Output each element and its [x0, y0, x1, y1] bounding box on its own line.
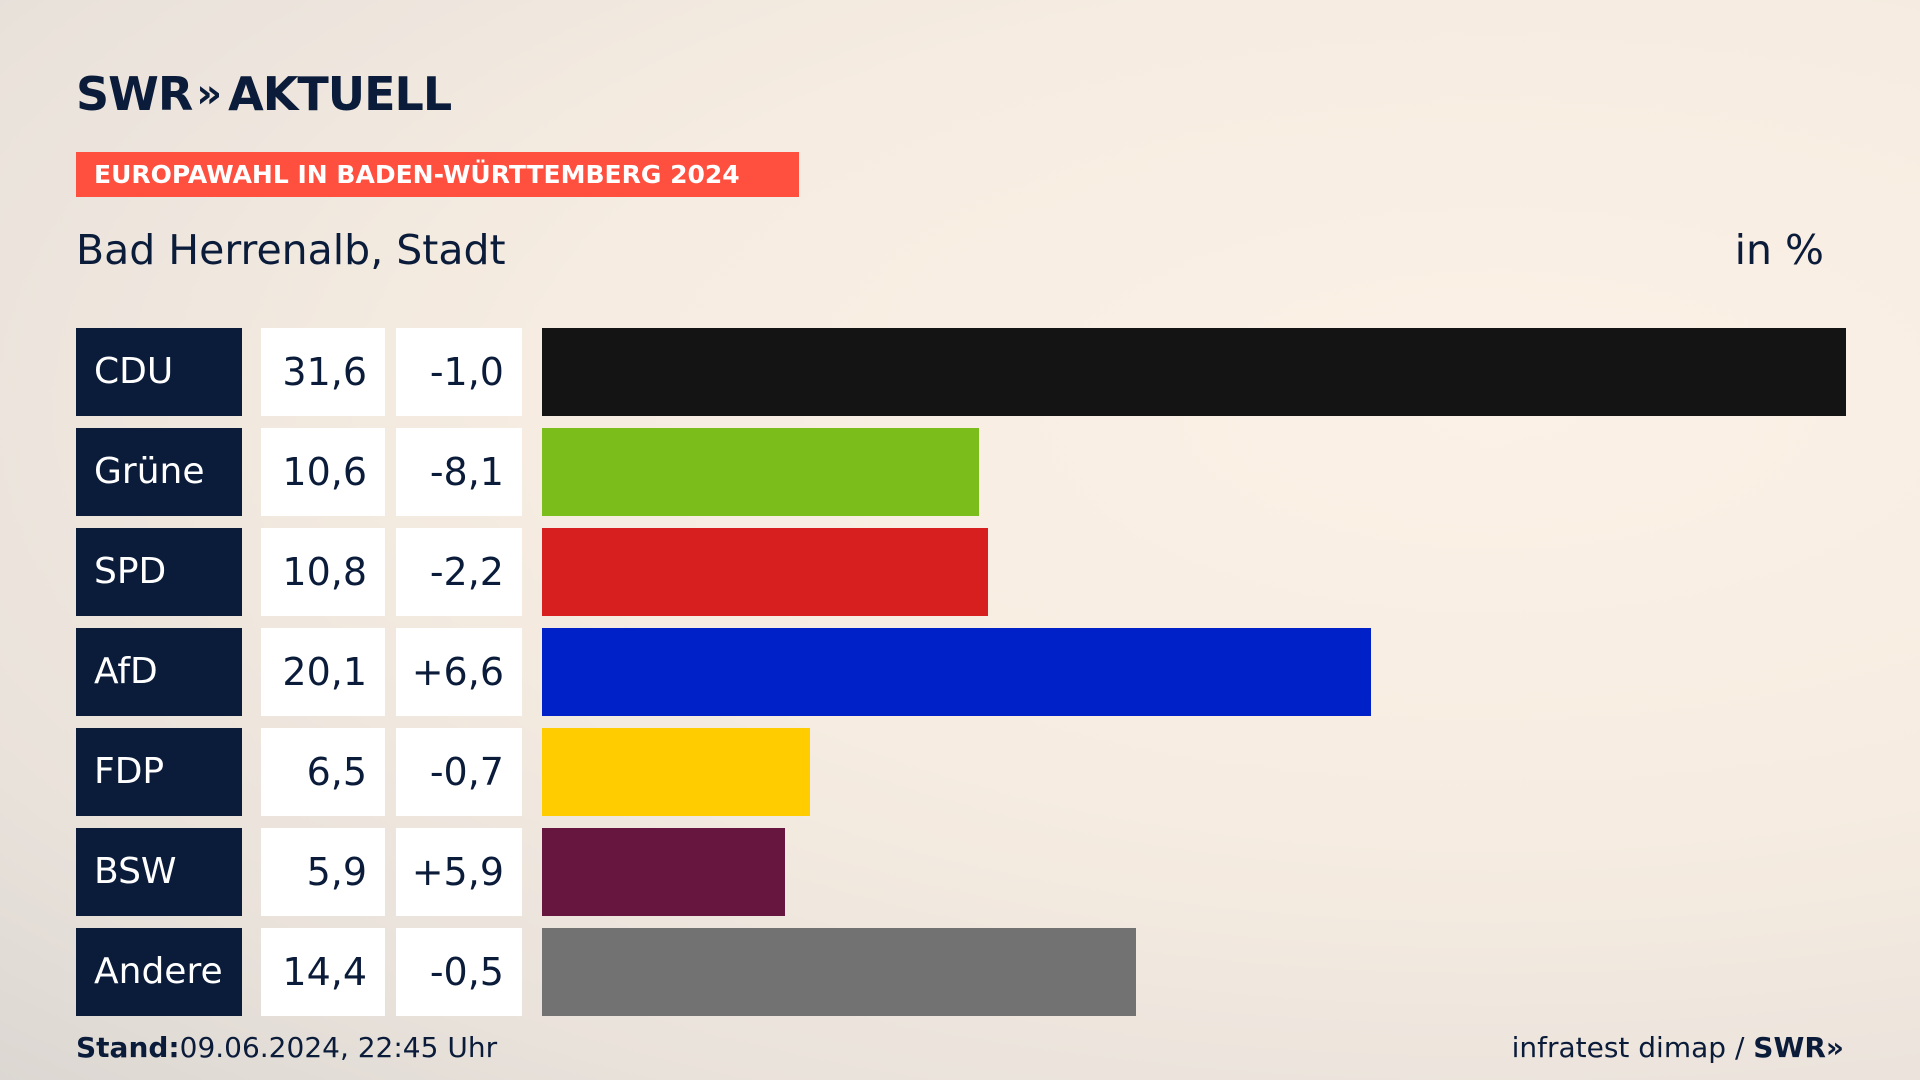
result-row-afd: AfD 20,1 +6,6	[76, 628, 1846, 716]
party-label: Grüne	[76, 428, 242, 516]
result-row-bsw: BSW 5,9 +5,9	[76, 828, 1846, 916]
party-label: FDP	[76, 728, 242, 816]
swr-aktuell-logo: SWR» AKTUELL	[76, 64, 452, 124]
change-label: -0,5	[396, 928, 522, 1016]
bar-afd	[542, 628, 1371, 716]
result-row-grüne: Grüne 10,6 -8,1	[76, 428, 1846, 516]
vote-share-label: 10,6	[261, 428, 385, 516]
swr-small-logo: SWR»	[1753, 1031, 1844, 1064]
result-row-fdp: FDP 6,5 -0,7	[76, 728, 1846, 816]
result-row-cdu: CDU 31,6 -1,0	[76, 328, 1846, 416]
change-label: -8,1	[396, 428, 522, 516]
logo-chevron-icon: »	[196, 71, 222, 117]
stand-value: 09.06.2024, 22:45 Uhr	[179, 1031, 498, 1064]
bar-bsw	[542, 828, 785, 916]
bar-andere	[542, 928, 1136, 1016]
vote-share-label: 10,8	[261, 528, 385, 616]
unit-label: in %	[1734, 226, 1824, 274]
stand-label: Stand:	[76, 1031, 180, 1064]
vote-share-label: 5,9	[261, 828, 385, 916]
vote-share-label: 6,5	[261, 728, 385, 816]
bar-spd	[542, 528, 988, 616]
party-label: Andere	[76, 928, 242, 1016]
vote-share-label: 20,1	[261, 628, 385, 716]
source-name: infratest dimap /	[1511, 1031, 1745, 1064]
change-label: +6,6	[396, 628, 522, 716]
bar-grüne	[542, 428, 979, 516]
timestamp: Stand:09.06.2024, 22:45 Uhr	[76, 1030, 497, 1066]
change-label: -0,7	[396, 728, 522, 816]
vote-share-label: 31,6	[261, 328, 385, 416]
party-label: CDU	[76, 328, 242, 416]
logo-product: AKTUELL	[228, 67, 452, 121]
result-row-spd: SPD 10,8 -2,2	[76, 528, 1846, 616]
logo-brand: SWR	[76, 67, 193, 121]
bar-cdu	[542, 328, 1846, 416]
change-label: -1,0	[396, 328, 522, 416]
party-label: AfD	[76, 628, 242, 716]
party-label: SPD	[76, 528, 242, 616]
party-label: BSW	[76, 828, 242, 916]
change-label: +5,9	[396, 828, 522, 916]
election-banner: EUROPAWAHL IN BADEN-WÜRTTEMBERG 2024	[76, 152, 799, 197]
vote-share-label: 14,4	[261, 928, 385, 1016]
source-credit: infratest dimap / SWR»	[1512, 1030, 1844, 1066]
result-row-andere: Andere 14,4 -0,5	[76, 928, 1846, 1016]
change-label: -2,2	[396, 528, 522, 616]
bar-fdp	[542, 728, 810, 816]
chart-title: Bad Herrenalb, Stadt	[76, 226, 506, 274]
